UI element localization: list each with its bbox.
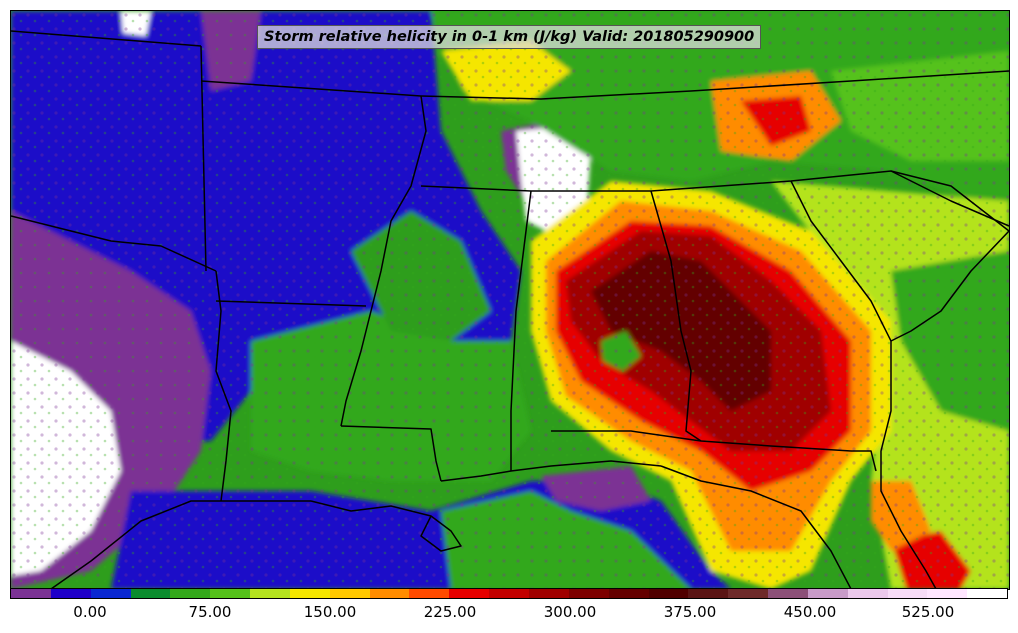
border-ar-la bbox=[215, 300, 367, 307]
colorbar-segment bbox=[329, 589, 370, 598]
border-la-ms bbox=[340, 425, 442, 482]
border-ms-al bbox=[510, 190, 532, 471]
border-ga-sc bbox=[790, 180, 892, 342]
colorbar-segment bbox=[90, 589, 131, 598]
coast-ms-al bbox=[440, 460, 662, 482]
border-ks-ok-north bbox=[11, 30, 202, 47]
helicity-map bbox=[11, 11, 1009, 589]
colorbar-segment bbox=[50, 589, 91, 598]
colorbar-tick-label: 75.00 bbox=[188, 603, 232, 621]
colorbar-segment bbox=[887, 589, 928, 598]
map-panel: Storm relative helicity in 0-1 km (J/kg)… bbox=[10, 10, 1010, 590]
colorbar-segment bbox=[807, 589, 848, 598]
colorbar-segment bbox=[528, 589, 569, 598]
colorbar-tick-label: 225.00 bbox=[423, 603, 477, 621]
colorbar-segment bbox=[250, 589, 290, 598]
colorbar-segment bbox=[409, 589, 450, 598]
colorbar-tick-label: 150.00 bbox=[303, 603, 357, 621]
colorbar-segment bbox=[608, 589, 649, 598]
boundaries bbox=[11, 30, 1009, 589]
coast-atlantic bbox=[880, 341, 937, 589]
border-al-fl bbox=[551, 430, 852, 452]
colorbar bbox=[10, 588, 1008, 599]
colorbar-tick-label: 300.00 bbox=[543, 603, 597, 621]
colorbar-tick-label: 525.00 bbox=[901, 603, 955, 621]
colorbar-segment bbox=[648, 589, 689, 598]
colorbar-tick-label: 375.00 bbox=[663, 603, 717, 621]
field-texture bbox=[11, 11, 1009, 589]
colorbar-tick-label: 450.00 bbox=[783, 603, 837, 621]
border-ky-tn bbox=[420, 70, 1009, 100]
colorbar-segment bbox=[927, 589, 968, 598]
colorbar-segment bbox=[369, 589, 410, 598]
coast-texas bbox=[50, 500, 311, 589]
colorbar-segment bbox=[170, 589, 211, 598]
coast-louisiana bbox=[310, 500, 462, 552]
colorbar-tick-label: 0.00 bbox=[73, 603, 107, 621]
colorbar-segment bbox=[688, 589, 729, 598]
colorbar-segment bbox=[728, 589, 769, 598]
title-text: Storm relative helicity in 0-1 km (J/kg)… bbox=[264, 29, 755, 45]
border-mississippi bbox=[340, 95, 427, 427]
colorbar-segment bbox=[289, 589, 330, 598]
border-mo-ar bbox=[200, 80, 422, 97]
colorbar-segment bbox=[210, 589, 251, 598]
colorbar-segment bbox=[489, 589, 529, 598]
colorbar-segment bbox=[568, 589, 609, 598]
coast-florida-west bbox=[660, 465, 852, 589]
colorbar-segment bbox=[768, 589, 808, 598]
border-ok-ar bbox=[200, 45, 207, 272]
map-title: Storm relative helicity in 0-1 km (J/kg)… bbox=[257, 25, 762, 49]
colorbar-segment bbox=[847, 589, 888, 598]
colorbar-segment bbox=[967, 589, 1008, 598]
coast-carolina bbox=[890, 230, 1009, 342]
colorbar-segment bbox=[11, 589, 51, 598]
colorbar-ticks: 0.00 75.00 150.00 225.00 300.00 375.00 450.00 5… bbox=[10, 599, 1008, 633]
border-tx-la bbox=[215, 270, 232, 502]
border-ok-tx-red bbox=[11, 215, 217, 272]
border-ga-fl bbox=[851, 450, 877, 472]
border-nc-sc bbox=[890, 170, 1009, 227]
colorbar-segment bbox=[449, 589, 490, 598]
colorbar-segment bbox=[130, 589, 171, 598]
border-al-ga bbox=[650, 190, 702, 442]
